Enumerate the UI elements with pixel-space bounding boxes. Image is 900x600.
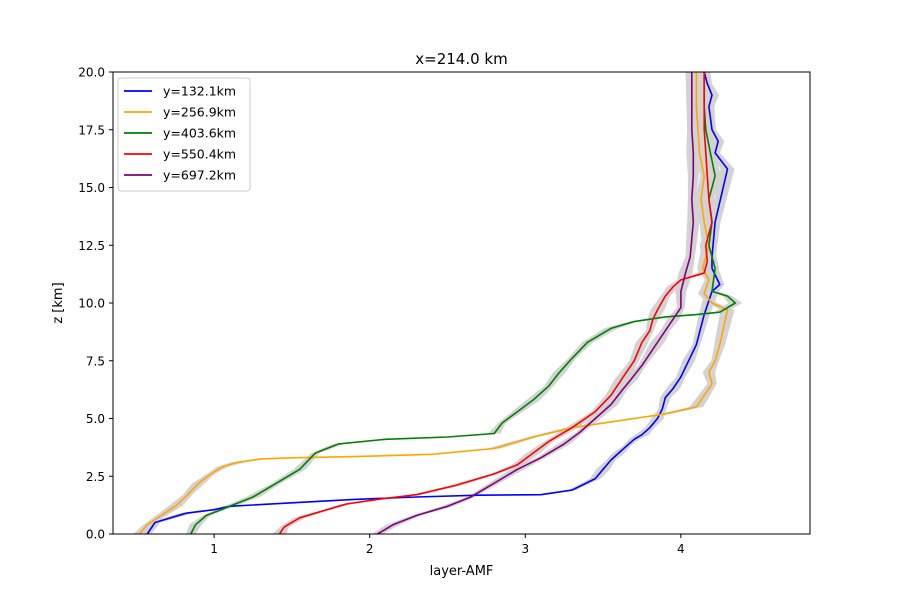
chart-title: x=214.0 km	[415, 50, 507, 68]
y-axis-ticks: 0.0 2.5 5.0 7.5 10.0 12.5 15.0 17.5 20.0	[78, 66, 113, 542]
y-axis-label: z [km]	[51, 282, 66, 323]
legend-label: y=132.1km	[163, 84, 236, 99]
x-tick-label: 1	[210, 542, 218, 556]
x-tick-label: 3	[521, 542, 529, 556]
y-tick-label: 12.5	[78, 239, 105, 253]
series-line-4	[278, 72, 713, 535]
y-tick-label: 20.0	[78, 66, 105, 80]
y-tick-label: 15.0	[78, 181, 105, 195]
series-line-2	[138, 72, 729, 535]
series-lines	[138, 71, 737, 535]
y-tick-label: 7.5	[86, 354, 105, 368]
x-tick-label: 4	[677, 542, 685, 556]
legend-label: y=256.9km	[163, 105, 236, 120]
x-axis-ticks: 1 2 3 4	[210, 534, 685, 556]
y-tick-label: 10.0	[78, 297, 105, 311]
legend-label: y=403.6km	[163, 126, 236, 141]
y-tick-label: 17.5	[78, 123, 105, 137]
series-line-5	[377, 72, 695, 535]
y-tick-label: 5.0	[86, 412, 105, 426]
legend-frame	[117, 77, 251, 192]
y-tick-label: 0.0	[86, 528, 105, 542]
legend-label: y=697.2km	[163, 168, 236, 183]
legend: y=132.1km y=256.9km y=403.6km y=550.4km y=69…	[117, 77, 251, 192]
y-tick-label: 2.5	[86, 470, 105, 484]
legend-label: y=550.4km	[163, 147, 236, 162]
x-axis-label: layer-AMF	[430, 564, 494, 579]
x-tick-label: 2	[366, 542, 374, 556]
